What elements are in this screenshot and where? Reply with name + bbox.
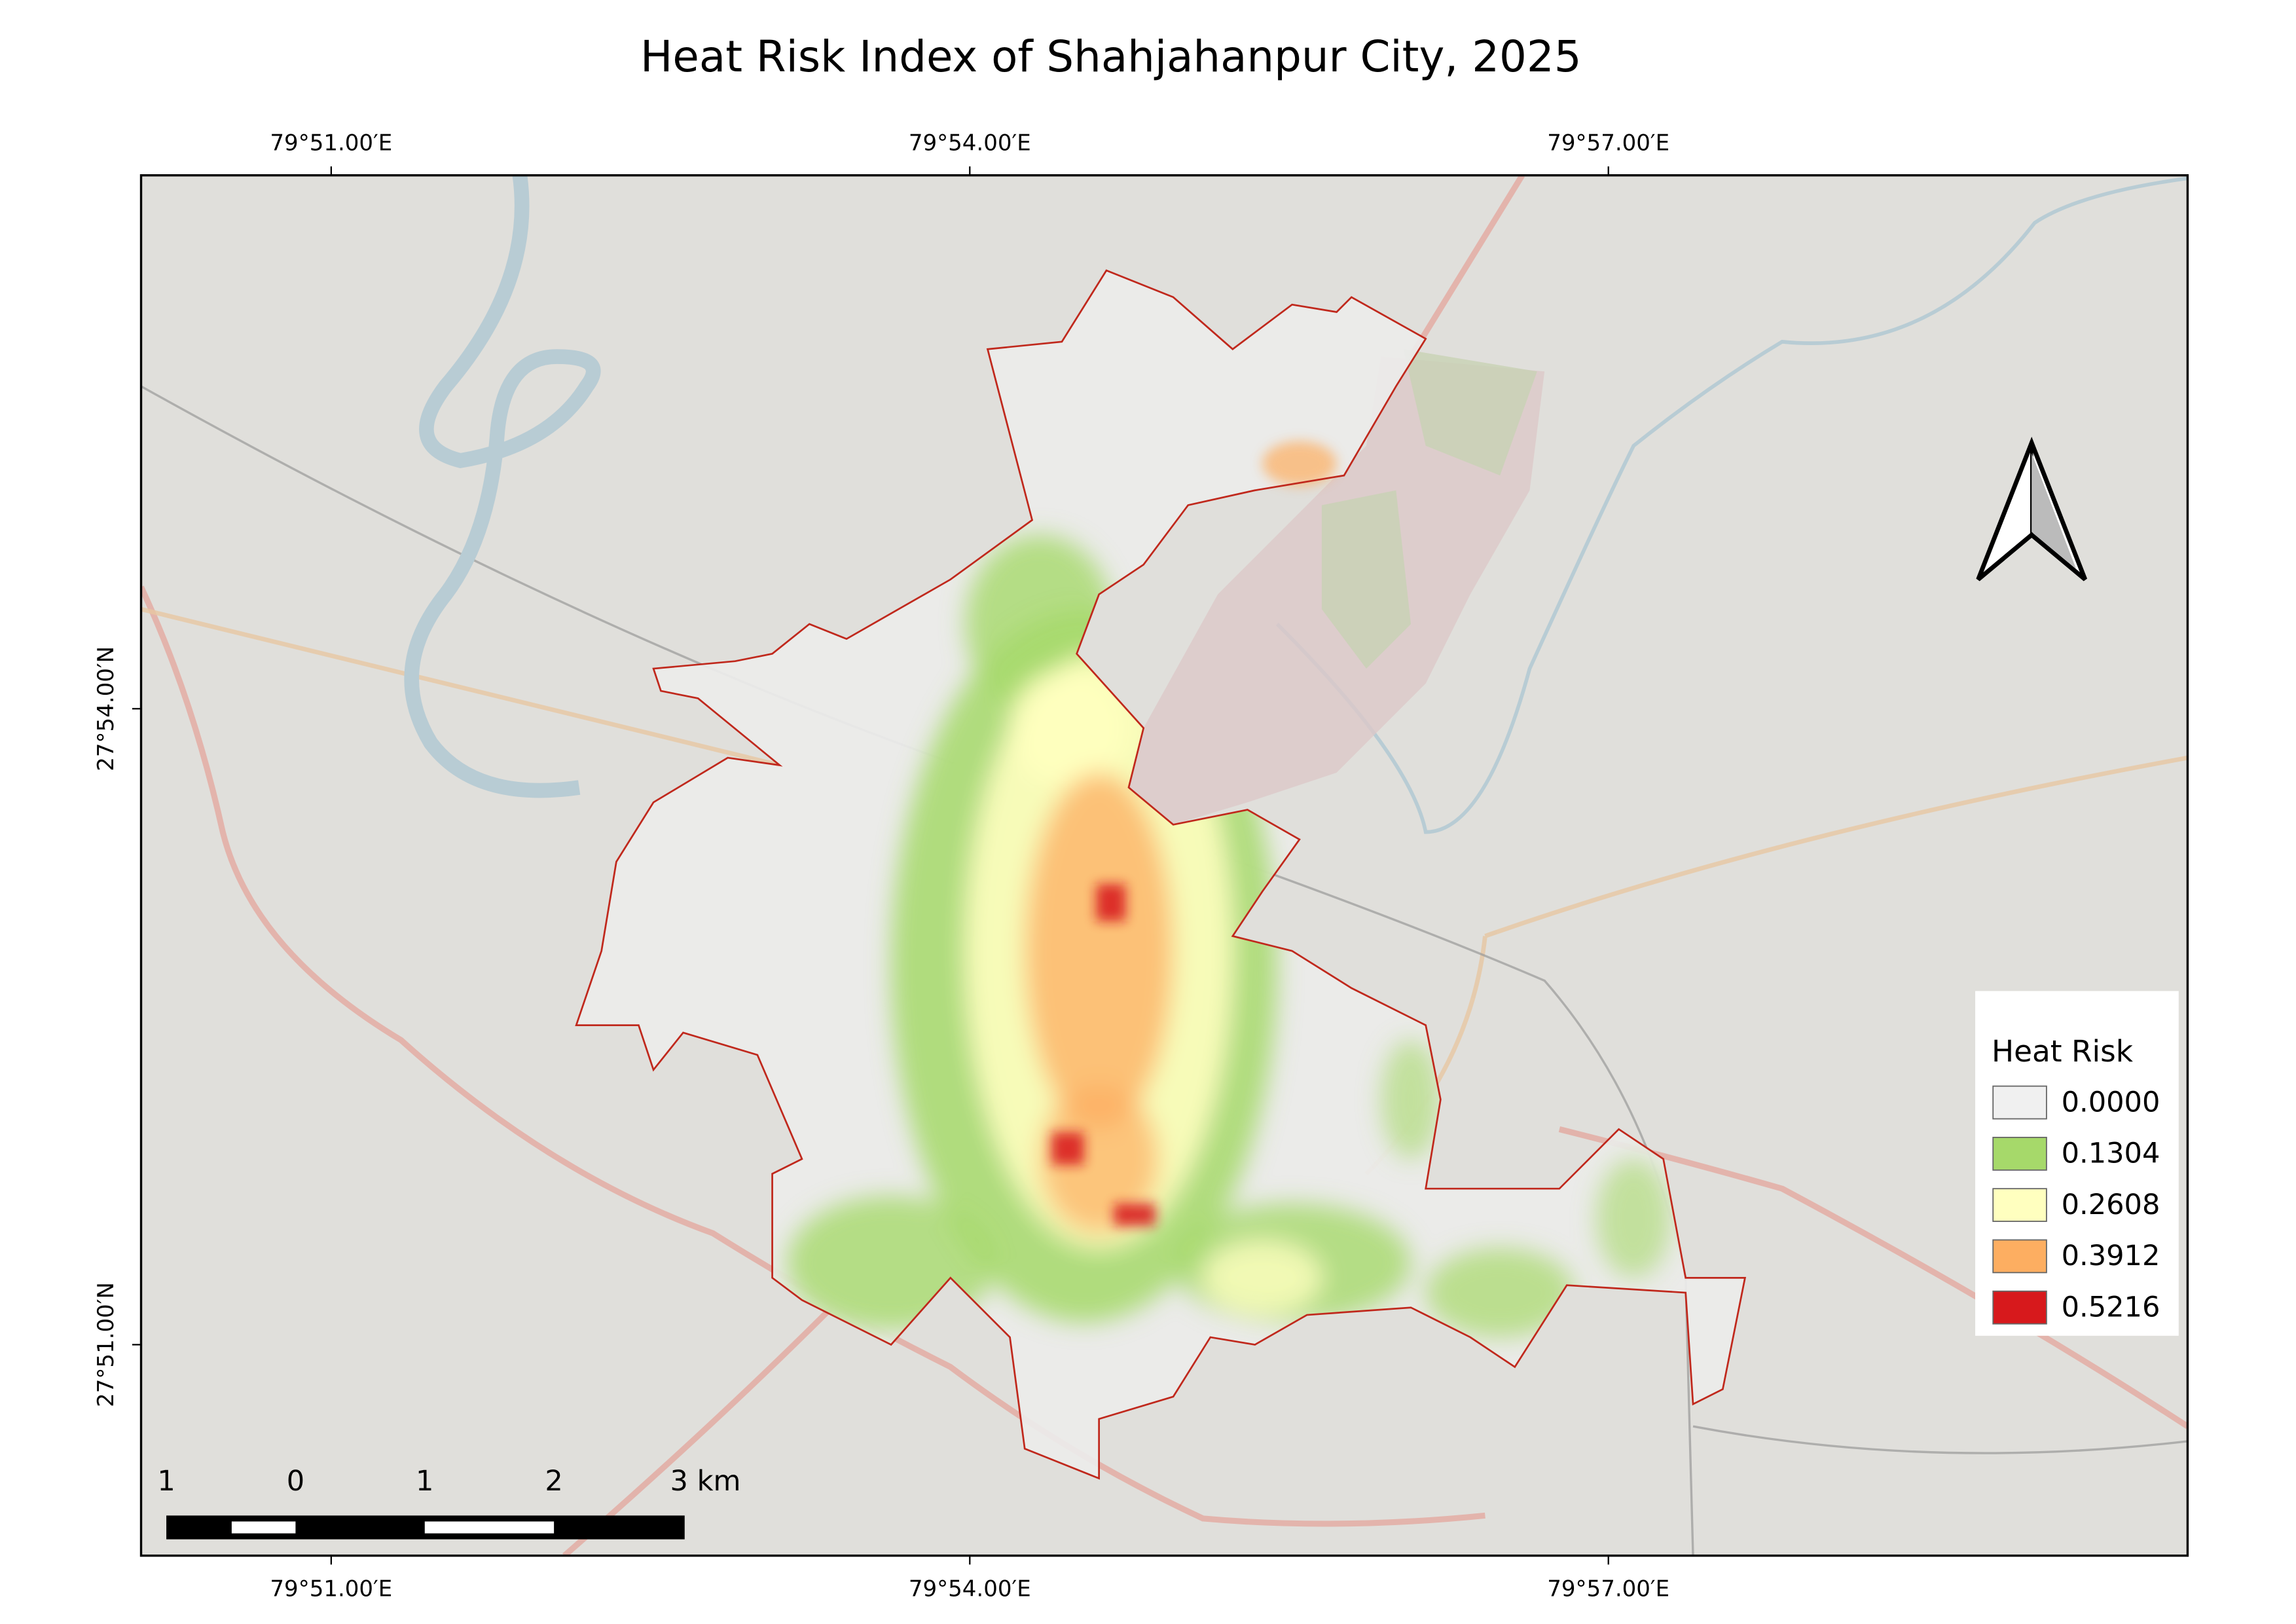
city-boundary <box>575 269 1747 1480</box>
legend-swatch <box>1992 1085 2047 1120</box>
map-title: Heat Risk Index of Shahjahanpur City, 20… <box>640 31 1582 82</box>
legend-swatch <box>1992 1290 2047 1325</box>
scale-label: 1 <box>157 1465 175 1498</box>
bottom-coordinate-label: 79°51.00′E <box>270 1576 392 1602</box>
bottom-coordinate-label: 79°54.00′E <box>909 1576 1031 1602</box>
scale-label: 3 km <box>670 1465 740 1498</box>
scale-label: 1 <box>416 1465 433 1498</box>
legend: Heat Risk 0.0000 0.1304 0.2608 0.3912 0.5216 <box>1975 991 2179 1336</box>
legend-swatch <box>1992 1137 2047 1171</box>
scale-label: 2 <box>545 1465 562 1498</box>
left-coordinate-label: 27°51.00′N <box>93 1282 119 1407</box>
heat-surface <box>787 534 1671 1338</box>
legend-label: 0.0000 <box>2062 1086 2160 1118</box>
legend-label: 0.1304 <box>2062 1137 2160 1170</box>
bottom-coordinate-label: 79°57.00′E <box>1547 1576 1669 1602</box>
legend-label: 0.3912 <box>2062 1240 2160 1272</box>
top-coordinate-label: 79°54.00′E <box>909 130 1031 157</box>
heat-spot <box>1262 441 1337 486</box>
rivers <box>404 175 2188 834</box>
scale-bar <box>166 1515 685 1540</box>
built-up-area <box>1129 349 1545 825</box>
top-coordinate-label: 79°57.00′E <box>1547 130 1669 157</box>
map-canvas: 1 0 1 2 3 km Heat Risk 0.0000 0.1304 0.2608 0.3… <box>141 175 2188 1556</box>
map-frame <box>139 174 2189 1557</box>
top-coordinate-label: 79°51.00′E <box>270 130 392 157</box>
legend-swatch <box>1992 1188 2047 1223</box>
legend-label: 0.5216 <box>2062 1291 2160 1323</box>
north-arrow <box>1976 436 2088 581</box>
scale-label: 0 <box>287 1465 304 1498</box>
left-coordinate-label: 27°54.00′N <box>93 646 119 771</box>
legend-title: Heat Risk <box>1992 1034 2134 1069</box>
legend-label: 0.2608 <box>2062 1189 2160 1221</box>
legend-swatch <box>1992 1239 2047 1274</box>
